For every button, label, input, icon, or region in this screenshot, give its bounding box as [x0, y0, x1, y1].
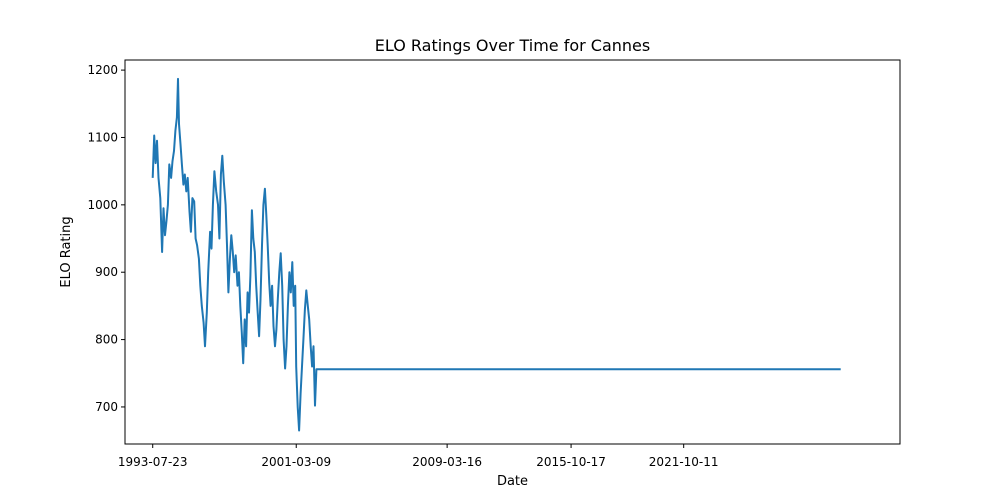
chart-title: ELO Ratings Over Time for Cannes: [375, 36, 650, 55]
y-axis: 700 800 900 1000 1100 1200: [87, 63, 125, 414]
x-axis: 1993-07-23 2001-03-09 2009-03-16 2015-10-17…: [118, 444, 719, 469]
y-tick-label: 1100: [87, 130, 118, 144]
y-tick-label: 900: [95, 265, 118, 279]
y-axis-label: ELO Rating: [59, 216, 74, 287]
y-tick-label: 700: [95, 400, 118, 414]
x-tick-label: 2001-03-09: [261, 455, 331, 469]
elo-rating-series-line: [151, 77, 841, 432]
x-axis-label: Date: [497, 474, 528, 489]
plot-area: 700 800 900 1000 1100 1200 1993-07-23 2001-03-…: [87, 59, 901, 469]
y-tick-label: 1200: [87, 63, 118, 77]
y-tick-label: 1000: [87, 198, 118, 212]
plot-frame: [124, 59, 901, 445]
x-tick-label: 2009-03-16: [412, 455, 482, 469]
x-tick-label: 2021-10-11: [649, 455, 719, 469]
x-tick-label: 2015-10-17: [536, 455, 606, 469]
y-tick-label: 800: [95, 333, 118, 347]
x-tick-label: 1993-07-23: [118, 455, 188, 469]
